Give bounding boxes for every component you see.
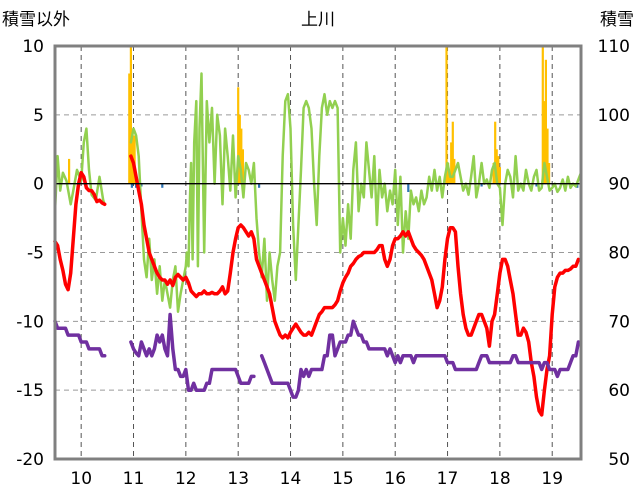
- series-green-line-0: [53, 127, 106, 213]
- left-y-tick-label-3: -5: [27, 244, 44, 264]
- bar-5: [237, 87, 240, 184]
- series-red-line-0: [53, 170, 107, 292]
- bar-1: [128, 73, 131, 184]
- right-y-tick-label-1: 100: [598, 106, 630, 126]
- bar-32: [535, 183, 538, 187]
- series-red-line-1: [129, 154, 581, 417]
- bar-20: [541, 46, 544, 184]
- bar-27: [140, 183, 143, 187]
- left-y-tick-label-2: 0: [33, 175, 44, 195]
- x-tick-label-8: 18: [489, 469, 511, 489]
- x-tick-label-4: 14: [280, 469, 302, 489]
- bar-10: [447, 163, 450, 184]
- x-ticks: 10 11 12 13 14 15 16 17 18 19: [70, 469, 563, 489]
- bar-2: [129, 46, 132, 184]
- bar-11: [448, 175, 451, 184]
- x-tick-label-0: 10: [70, 469, 92, 489]
- bar-4: [133, 135, 136, 184]
- bar-31: [480, 183, 483, 187]
- right-y-tick-label-2: 90: [608, 175, 630, 195]
- bar-7: [240, 128, 243, 184]
- x-tick-label-2: 12: [175, 469, 197, 489]
- plot-frame: [53, 44, 583, 461]
- gridlines: [55, 45, 581, 460]
- x-tick-label-6: 16: [384, 469, 406, 489]
- x-tick-label-7: 17: [437, 469, 459, 489]
- bar-8: [241, 149, 244, 184]
- bar-13: [451, 121, 454, 184]
- right-y-tick-label-0: 110: [598, 37, 630, 57]
- right-axis-title: 積雪: [600, 10, 634, 30]
- right-y-tick-label-5: 60: [608, 381, 630, 401]
- bar-21: [543, 101, 546, 184]
- bar-15: [492, 163, 495, 184]
- left-y-ticks: 10 5 0 -5 -10 -15 -20: [16, 37, 44, 470]
- left-y-tick-label-0: 10: [22, 37, 44, 57]
- x-tick-label-9: 19: [541, 469, 563, 489]
- left-y-tick-label-6: -20: [16, 450, 44, 470]
- x-tick-label-5: 15: [332, 469, 354, 489]
- bar-16: [494, 121, 497, 184]
- series-purple-line-0: [53, 319, 107, 358]
- bars-layer: [68, 46, 579, 192]
- right-y-tick-label-6: 50: [608, 450, 630, 470]
- bar-0: [68, 158, 71, 184]
- bar-18: [497, 156, 500, 184]
- right-y-tick-label-3: 80: [608, 244, 630, 264]
- left-y-tick-label-4: -10: [16, 312, 44, 332]
- left-axis-title: 積雪以外: [2, 10, 70, 30]
- bar-12: [450, 142, 453, 184]
- bar-19: [498, 167, 501, 184]
- bar-22: [544, 59, 547, 184]
- x-tick-label-3: 13: [227, 469, 249, 489]
- right-y-tick-label-4: 70: [608, 312, 630, 332]
- series-lines: [53, 72, 583, 417]
- left-y-tick-label-1: 5: [33, 106, 44, 126]
- bar-24: [548, 163, 551, 184]
- bar-28: [161, 183, 164, 188]
- bar-6: [238, 114, 241, 184]
- bar-25: [130, 183, 133, 188]
- series-purple-line-1: [129, 312, 256, 392]
- chart-title: 上川: [301, 10, 335, 30]
- bar-9: [445, 46, 448, 184]
- bar-23: [546, 128, 549, 184]
- left-y-tick-label-5: -15: [16, 381, 44, 401]
- x-tick-label-1: 11: [123, 469, 145, 489]
- right-y-ticks: 110 100 90 80 70 60 50: [598, 37, 630, 470]
- bar-29: [258, 183, 261, 188]
- series-purple-line-2: [259, 319, 581, 399]
- series-green-line-1: [129, 72, 583, 313]
- bar-17: [495, 149, 498, 184]
- bar-30: [407, 183, 410, 192]
